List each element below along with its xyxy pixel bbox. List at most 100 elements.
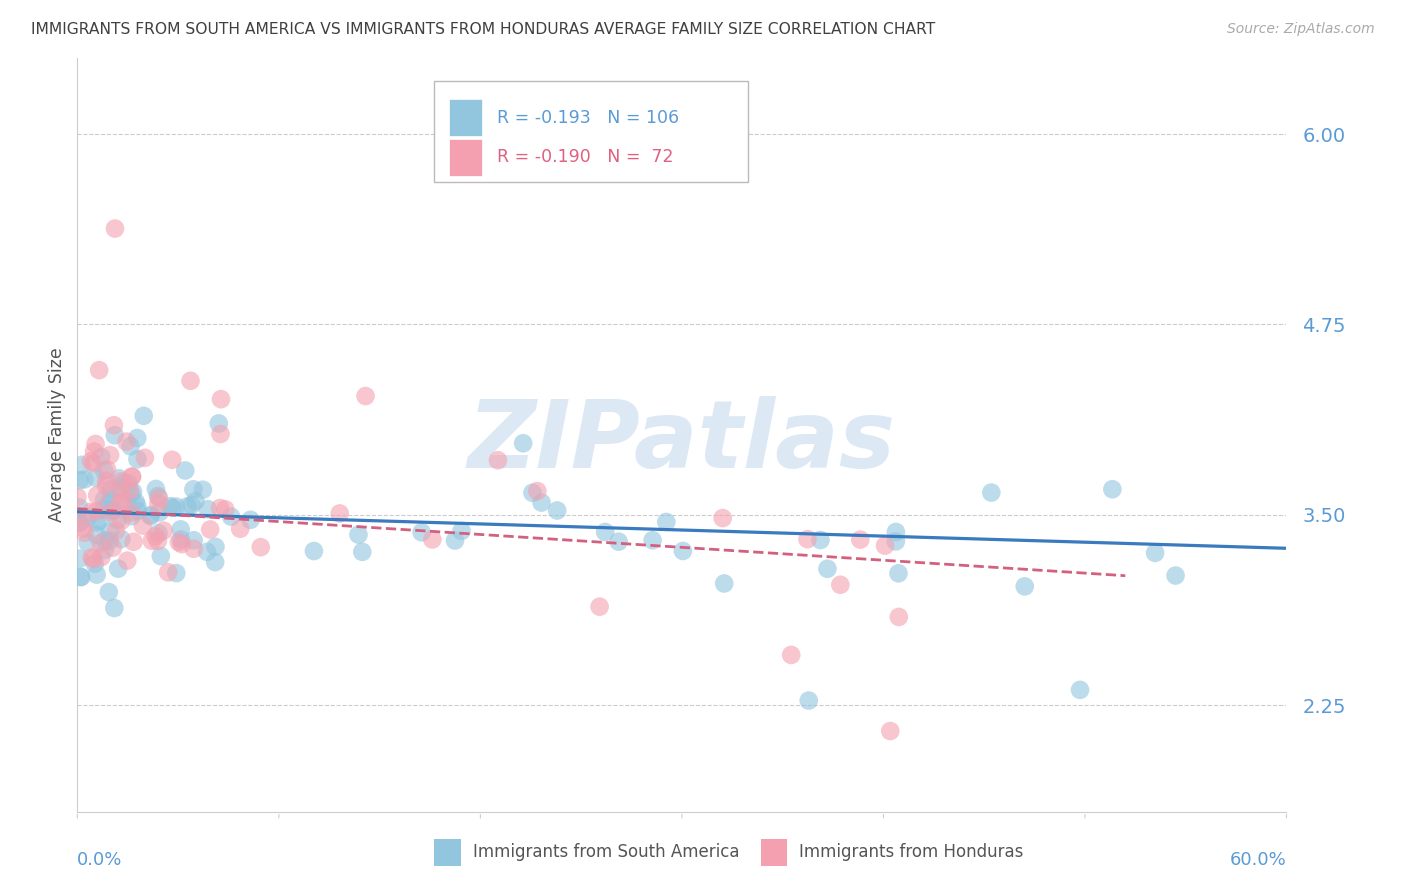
- Point: [127, 452, 149, 467]
- Point: [672, 544, 695, 558]
- Text: R = -0.190   N =  72: R = -0.190 N = 72: [496, 148, 673, 167]
- Point: [347, 527, 370, 541]
- Point: [197, 502, 219, 516]
- Point: [796, 532, 818, 546]
- Point: [67, 515, 90, 529]
- Point: [146, 533, 169, 548]
- Point: [70, 570, 93, 584]
- Point: [200, 523, 222, 537]
- Point: [76, 510, 98, 524]
- Point: [167, 535, 190, 549]
- Point: [149, 549, 172, 563]
- Point: [980, 485, 1002, 500]
- Point: [180, 498, 202, 512]
- Point: [176, 500, 198, 514]
- Point: [159, 500, 181, 514]
- Point: [157, 566, 180, 580]
- Point: [96, 479, 118, 493]
- Point: [100, 506, 122, 520]
- Point: [526, 484, 548, 499]
- Point: [86, 567, 108, 582]
- Point: [90, 549, 112, 564]
- Point: [179, 374, 201, 388]
- Point: [873, 539, 896, 553]
- Point: [66, 490, 89, 504]
- Point: [127, 431, 149, 445]
- Point: [124, 494, 146, 508]
- Point: [830, 578, 852, 592]
- Point: [73, 472, 96, 486]
- Point: [90, 450, 112, 464]
- Point: [89, 363, 111, 377]
- Point: [165, 566, 187, 581]
- Point: [83, 557, 105, 571]
- Point: [174, 463, 197, 477]
- Point: [86, 504, 108, 518]
- Text: ZIPatlas: ZIPatlas: [468, 396, 896, 489]
- Point: [214, 502, 236, 516]
- Point: [93, 464, 115, 478]
- Point: [122, 534, 145, 549]
- Point: [148, 491, 170, 505]
- Point: [879, 724, 901, 739]
- Point: [145, 482, 167, 496]
- Point: [98, 533, 121, 548]
- Point: [110, 482, 132, 496]
- Point: [522, 485, 544, 500]
- Point: [512, 436, 534, 450]
- Point: [711, 511, 734, 525]
- Point: [117, 499, 139, 513]
- Point: [1144, 546, 1167, 560]
- Point: [165, 500, 187, 514]
- Point: [1164, 568, 1187, 582]
- Point: [249, 540, 271, 554]
- Point: [100, 482, 122, 496]
- Y-axis label: Average Family Size: Average Family Size: [48, 348, 66, 522]
- Point: [108, 497, 131, 511]
- Point: [204, 555, 226, 569]
- Point: [117, 554, 139, 568]
- Point: [183, 533, 205, 548]
- Point: [444, 533, 467, 548]
- Point: [810, 533, 832, 547]
- Point: [204, 540, 226, 554]
- Point: [98, 524, 121, 539]
- Point: [83, 444, 105, 458]
- Point: [607, 534, 630, 549]
- Point: [887, 610, 910, 624]
- Point: [80, 550, 103, 565]
- Point: [302, 544, 325, 558]
- Point: [103, 418, 125, 433]
- Point: [80, 454, 103, 468]
- Point: [209, 392, 232, 406]
- Text: Immigrants from South America: Immigrants from South America: [472, 844, 740, 862]
- Point: [97, 495, 120, 509]
- Point: [127, 499, 149, 513]
- Point: [884, 524, 907, 539]
- Point: [105, 524, 128, 538]
- Point: [97, 585, 120, 599]
- Point: [103, 601, 125, 615]
- Point: [110, 475, 132, 489]
- Point: [486, 453, 509, 467]
- Point: [93, 492, 115, 507]
- Point: [90, 536, 112, 550]
- Point: [148, 497, 170, 511]
- Point: [101, 491, 124, 505]
- Point: [94, 533, 117, 548]
- Point: [411, 525, 433, 540]
- Point: [588, 599, 610, 614]
- Point: [160, 452, 183, 467]
- Point: [146, 489, 169, 503]
- Point: [593, 524, 616, 539]
- Point: [79, 505, 101, 519]
- Point: [69, 516, 91, 530]
- Point: [76, 535, 98, 549]
- Point: [66, 508, 89, 523]
- Point: [780, 648, 803, 662]
- Point: [84, 437, 107, 451]
- Point: [1014, 579, 1036, 593]
- Point: [86, 516, 108, 530]
- Point: [96, 474, 118, 488]
- Point: [148, 505, 170, 519]
